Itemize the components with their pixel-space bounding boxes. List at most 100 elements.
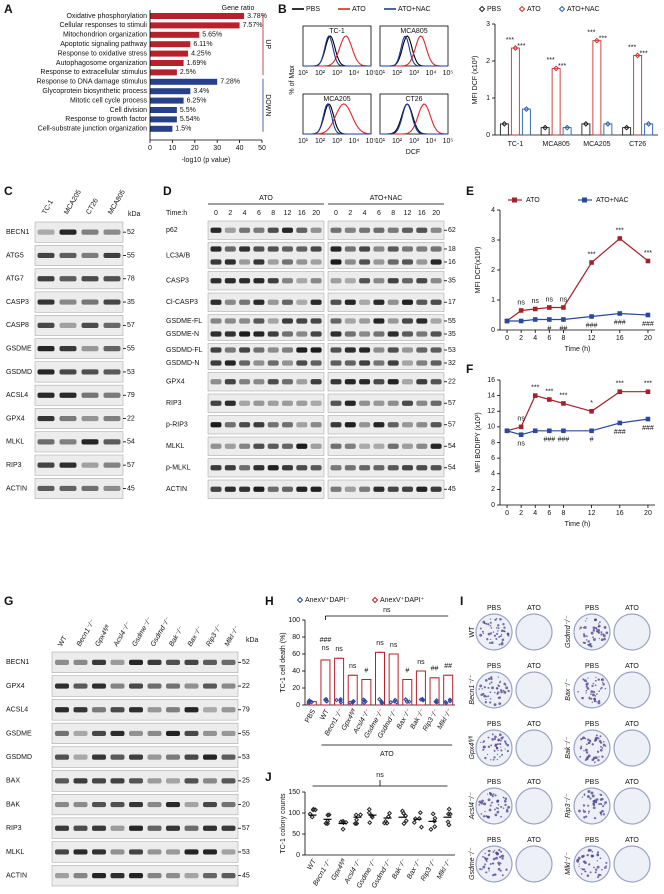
colony xyxy=(602,681,604,684)
band xyxy=(430,422,442,428)
band xyxy=(210,360,222,366)
band xyxy=(37,415,55,422)
colony xyxy=(585,620,587,622)
colony xyxy=(493,873,497,876)
row-label: Becn1⁻/⁻ xyxy=(469,674,476,704)
significance: * xyxy=(590,400,593,407)
time-label: Time:h xyxy=(166,210,187,217)
row-label: ATG5 xyxy=(6,252,24,259)
band xyxy=(282,259,293,265)
band xyxy=(147,659,162,665)
band xyxy=(387,246,399,252)
band xyxy=(387,318,399,324)
dish xyxy=(613,729,651,767)
row-label: Bak⁻/⁻ xyxy=(565,736,572,759)
time-tick: 16 xyxy=(298,210,306,217)
colony xyxy=(504,797,508,800)
category-label: Response to oxidative stress xyxy=(58,50,148,57)
row-label: BAX xyxy=(6,778,20,785)
band xyxy=(296,259,308,265)
band xyxy=(359,259,371,265)
colony xyxy=(490,627,493,629)
colony xyxy=(596,865,600,869)
colony xyxy=(576,859,580,863)
row-label: p62 xyxy=(166,227,178,234)
colony xyxy=(504,630,506,633)
colony xyxy=(503,626,506,629)
band xyxy=(330,379,342,385)
colony xyxy=(600,633,603,636)
band xyxy=(110,778,125,784)
colony xyxy=(585,635,588,638)
band xyxy=(430,360,442,366)
colony xyxy=(493,849,496,852)
marker xyxy=(400,810,406,816)
colony xyxy=(491,686,494,690)
band xyxy=(110,707,125,713)
colony xyxy=(582,626,585,629)
row-label: MLKL xyxy=(166,443,184,450)
colony xyxy=(497,624,500,627)
category-label: Cell-substrate junction organization xyxy=(38,126,147,133)
band xyxy=(37,462,55,468)
colony xyxy=(487,867,490,870)
significance: ns xyxy=(322,645,330,652)
time-tick: 12 xyxy=(404,210,412,217)
colony xyxy=(586,743,588,746)
row-label: CASP3 xyxy=(166,278,189,285)
band xyxy=(59,252,77,259)
marker xyxy=(312,807,318,813)
row-label: GPX4 xyxy=(6,415,25,422)
band xyxy=(359,347,371,353)
bar xyxy=(375,651,385,706)
row-label: ACTIN xyxy=(166,486,187,493)
axis-label: Time (h) xyxy=(565,346,591,353)
band xyxy=(55,754,69,760)
band xyxy=(430,318,442,324)
significance: ### xyxy=(614,429,626,436)
band xyxy=(147,683,162,689)
band xyxy=(103,462,121,468)
row-label: Mlkl⁻/⁻ xyxy=(565,852,572,875)
bar xyxy=(633,55,643,136)
colony xyxy=(498,733,502,737)
time-tick: 16 xyxy=(418,210,426,217)
band xyxy=(296,347,308,353)
colony xyxy=(492,873,495,876)
band xyxy=(203,683,217,689)
colony xyxy=(485,698,487,701)
significance: ## xyxy=(560,325,568,332)
band xyxy=(267,259,279,265)
colony xyxy=(579,626,583,629)
band xyxy=(166,849,180,855)
kda-label: 52 xyxy=(242,659,250,666)
colony xyxy=(494,813,498,817)
category-label: Response to extracellular stimulus xyxy=(40,69,147,76)
column-label: PBS xyxy=(487,837,501,844)
colony xyxy=(595,618,597,621)
band xyxy=(344,347,356,353)
colony xyxy=(494,794,497,797)
colony xyxy=(597,701,601,705)
bar xyxy=(551,67,561,136)
band xyxy=(330,360,342,366)
colony xyxy=(582,678,585,681)
band xyxy=(210,400,222,406)
band xyxy=(373,443,385,449)
colony xyxy=(596,851,600,854)
colony xyxy=(507,805,511,809)
kda-label: 57 xyxy=(448,400,456,407)
marker xyxy=(371,596,379,604)
band xyxy=(184,659,199,665)
marker xyxy=(518,5,526,13)
colony xyxy=(585,680,588,683)
kda-label: 78 xyxy=(127,276,135,283)
value-label: 1.69% xyxy=(187,60,207,67)
band xyxy=(344,278,356,284)
x-tick-label: 16 xyxy=(616,335,624,342)
band xyxy=(184,754,199,760)
colony xyxy=(479,868,482,871)
band xyxy=(203,849,217,855)
point xyxy=(645,312,651,318)
column-label: MCA205 xyxy=(63,189,83,216)
